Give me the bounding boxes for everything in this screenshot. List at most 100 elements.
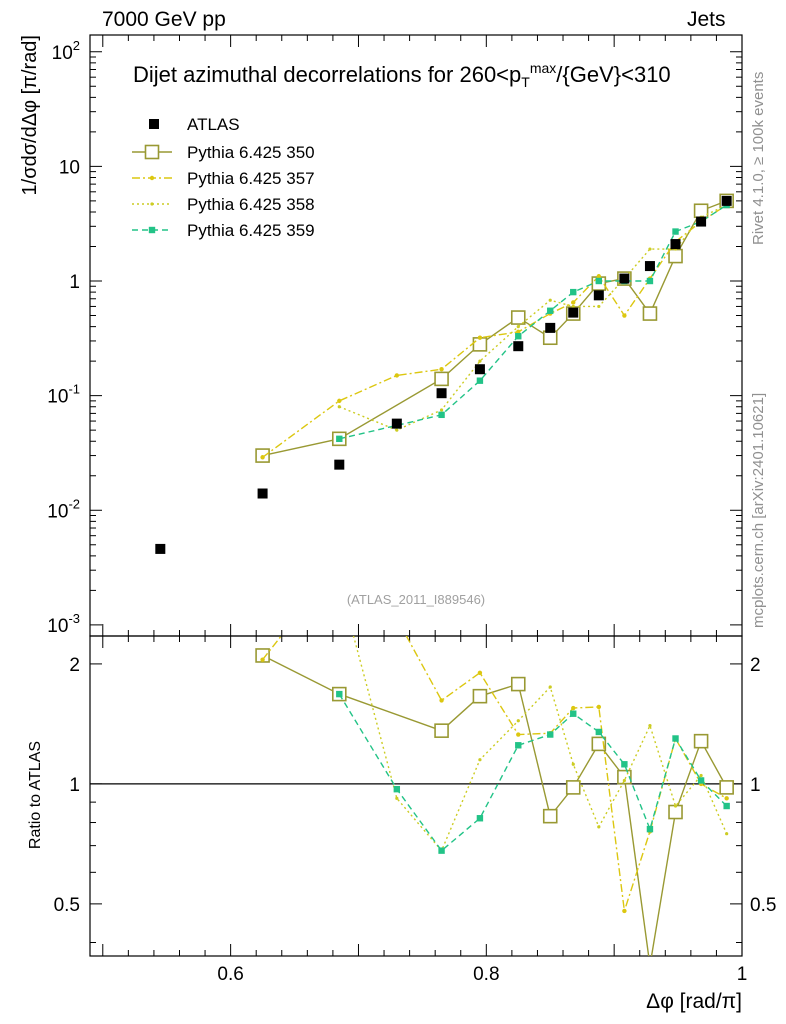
marker-dot	[337, 560, 341, 564]
marker-small-square	[672, 228, 679, 235]
ratio-tick-label-right: 0.5	[750, 895, 776, 916]
y-tick-exponent: -1	[68, 382, 80, 397]
y-tick-label: 102	[52, 38, 80, 64]
marker-dot	[478, 758, 482, 762]
atlas-data-point	[619, 273, 630, 284]
atlas-data-point	[721, 195, 732, 206]
marker-open-square	[668, 248, 683, 264]
atlas-data-point	[644, 261, 655, 272]
series-line-s359	[339, 204, 728, 440]
marker-dot	[394, 373, 400, 378]
marker-dot	[516, 719, 520, 723]
marker-small-square	[697, 777, 705, 784]
marker-small-square	[646, 277, 654, 285]
marker-dot	[596, 274, 602, 279]
marker-dot	[337, 398, 342, 404]
marker-small-square	[515, 332, 522, 340]
ratio-line-s350	[262, 654, 728, 956]
marker-dot	[724, 796, 729, 801]
marker-dot	[596, 704, 602, 710]
plot-title: Dijet azimuthal decorrelations for 260<p…	[133, 60, 671, 90]
marker-dot	[548, 685, 552, 689]
legend-label-s350: Pythia 6.425 350	[187, 143, 315, 162]
marker-open-square	[565, 780, 581, 795]
legend-atlas-label: ATLAS	[187, 115, 240, 134]
marker-dot	[548, 298, 552, 302]
legend-atlas-marker	[149, 119, 159, 129]
marker-dot	[648, 247, 652, 251]
ratio-tick-label-right: 1	[750, 775, 761, 796]
marker-open-square	[542, 330, 558, 346]
series-line-s350	[262, 200, 727, 457]
ratio-tick-label: 1	[69, 775, 80, 796]
marker-small-square	[621, 761, 628, 768]
title-subscript: T	[521, 74, 530, 90]
atlas-data-point	[155, 543, 166, 554]
legend-label-s359: Pythia 6.425 359	[187, 221, 315, 240]
marker-dot	[337, 405, 341, 409]
marker-dot	[260, 657, 265, 662]
marker-dot	[439, 698, 444, 703]
atlas-data-point	[513, 341, 524, 352]
axis-ticks	[90, 35, 743, 956]
marker-dot	[477, 670, 483, 675]
rivet-version-label: Rivet 4.1.0, ≥ 100k events	[750, 72, 767, 245]
marker-open-square	[693, 203, 709, 219]
y-tick-exponent: -2	[68, 496, 80, 511]
ratio-plot-frame	[89, 635, 743, 957]
title-superscript: max	[529, 60, 557, 76]
marker-open-square	[255, 648, 270, 663]
atlas-data-point	[696, 216, 707, 227]
marker-dot	[478, 359, 482, 363]
marker-dot	[622, 313, 627, 318]
x-tick-label: 0.8	[473, 964, 499, 985]
y-tick-label: 1	[69, 272, 80, 293]
marker-dot	[597, 304, 601, 309]
marker-open-square	[434, 723, 449, 738]
marker-small-square	[148, 226, 156, 234]
atlas-data-point	[391, 418, 402, 429]
series-line-s358	[339, 204, 727, 431]
y-tick-label: 10-3	[47, 611, 80, 637]
marker-dot	[395, 428, 399, 432]
legend-label-s357: Pythia 6.425 357	[187, 169, 315, 188]
marker-small-square	[336, 690, 343, 698]
marker-small-square	[723, 802, 730, 810]
legend: ATLAS Pythia 6.425 350 Pythia 6.425 357 Pyt…	[132, 115, 315, 240]
y-tick-exponent: -3	[68, 611, 80, 626]
marker-dot	[622, 778, 626, 783]
ratio-tick-label: 0.5	[54, 895, 80, 916]
y-tick-label: 10-2	[47, 496, 80, 522]
series-line-s357	[262, 204, 728, 458]
marker-small-square	[570, 288, 577, 296]
y-tick-base: 10	[47, 387, 68, 408]
ratio-y-axis-label: Ratio to ATLAS	[27, 741, 44, 849]
x-axis-label: Δφ [rad/π]	[646, 990, 742, 1013]
marker-dot	[439, 408, 444, 412]
marker-dot	[725, 832, 729, 836]
ratio-tick-label: 2	[69, 655, 80, 676]
ratio-line-s357	[262, 636, 728, 912]
ratio-series-group	[255, 560, 734, 956]
atlas-data-point	[545, 322, 556, 333]
y-tick-base: 10	[52, 43, 73, 64]
marker-dot	[149, 175, 155, 181]
y-tick-base: 10	[47, 501, 68, 522]
marker-small-square	[336, 435, 343, 443]
marker-open-square	[542, 808, 558, 824]
marker-small-square	[646, 825, 654, 833]
atlas-data-point	[568, 307, 579, 318]
marker-dot	[597, 825, 601, 829]
marker-dot	[648, 724, 652, 728]
atlas-data-point	[670, 239, 681, 250]
marker-open-square	[144, 144, 160, 160]
atlas-data-point	[257, 488, 268, 499]
ratio-line-s359	[338, 693, 728, 852]
marker-dot	[150, 202, 154, 206]
marker-small-square	[595, 728, 603, 736]
atlas-data-point	[334, 459, 345, 470]
marker-dot	[338, 581, 341, 584]
x-tick-label: 0.6	[217, 964, 243, 985]
title-suffix: /{GeV}<310	[556, 62, 671, 87]
